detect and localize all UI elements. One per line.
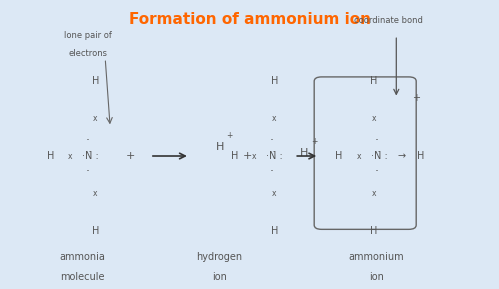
Text: H: H [91, 76, 99, 86]
Text: ion: ion [369, 272, 384, 282]
Text: x: x [372, 114, 376, 123]
Text: +: + [243, 151, 251, 161]
Text: coordinate bond: coordinate bond [354, 16, 423, 25]
Text: ·Ṅ :: ·Ṅ : [370, 151, 387, 161]
Text: x: x [272, 114, 276, 123]
Text: x: x [93, 189, 97, 198]
Text: ·: · [86, 134, 90, 147]
Text: x: x [93, 114, 97, 123]
Text: ·: · [270, 134, 274, 147]
Text: H: H [370, 76, 378, 86]
Text: H: H [335, 151, 343, 161]
Text: H: H [231, 151, 238, 161]
Text: x: x [272, 189, 276, 198]
Text: ·: · [270, 165, 274, 178]
Text: H: H [47, 151, 54, 161]
Text: ·: · [86, 165, 90, 178]
Text: ion: ion [212, 272, 227, 282]
Text: H: H [270, 226, 278, 236]
Text: H: H [370, 226, 378, 236]
Text: ·: · [374, 165, 378, 178]
Text: lone pair of: lone pair of [64, 31, 112, 40]
Text: +: + [412, 93, 420, 103]
Text: ·Ṅ :: ·Ṅ : [82, 151, 99, 161]
Text: +: + [125, 151, 135, 161]
Text: →: → [397, 151, 405, 161]
Text: +: + [311, 137, 317, 146]
Text: x: x [372, 189, 376, 198]
Text: ammonium: ammonium [349, 252, 404, 262]
Text: H: H [300, 148, 308, 158]
Text: H: H [91, 226, 99, 236]
Text: H: H [270, 76, 278, 86]
Text: x: x [357, 151, 361, 160]
Text: x: x [68, 151, 73, 160]
Text: +: + [227, 131, 233, 140]
Text: molecule: molecule [60, 272, 105, 282]
Text: x: x [252, 151, 256, 160]
Text: H: H [216, 142, 224, 152]
Text: electrons: electrons [68, 49, 107, 58]
Text: ammonia: ammonia [60, 252, 106, 262]
Text: H: H [418, 151, 425, 161]
Text: Formation of ammonium ion: Formation of ammonium ion [129, 12, 370, 27]
Text: hydrogen: hydrogen [197, 252, 243, 262]
Text: ·Ṅ :: ·Ṅ : [266, 151, 283, 161]
Text: ·: · [374, 134, 378, 147]
